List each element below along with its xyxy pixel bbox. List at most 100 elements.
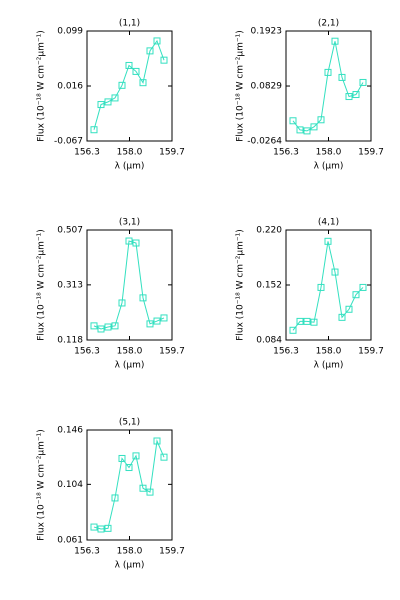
x-tick-label: 156.3 (273, 347, 299, 357)
data-point (289, 326, 297, 334)
data-point (331, 37, 339, 45)
data-point (111, 94, 119, 102)
x-tick-label: 159.7 (159, 148, 185, 158)
data-point (352, 91, 360, 99)
data-line (93, 439, 165, 530)
data-point (324, 68, 332, 76)
data-point (338, 313, 346, 321)
data-point (146, 488, 154, 496)
data-point (160, 453, 168, 461)
y-axis-label: Flux (10⁻¹⁸ W cm⁻²μm⁻¹) (236, 30, 246, 142)
y-tick-label: 0.061 (57, 536, 83, 546)
data-point (139, 484, 147, 492)
y-tick-label: 0.0829 (251, 82, 283, 92)
y-axis-label: Flux (10⁻¹⁸ W cm⁻²μm⁻¹) (37, 30, 47, 142)
chart-title: (2,1) (318, 19, 339, 29)
data-line (93, 240, 165, 330)
data-point (153, 437, 161, 445)
data-point (132, 452, 140, 460)
data-point (118, 81, 126, 89)
y-tick-label: 0.084 (256, 336, 282, 346)
data-point (97, 101, 105, 109)
y-axis-label: Flux (10⁻¹⁸ W cm⁻²μm⁻¹) (37, 229, 47, 341)
data-point (310, 318, 318, 326)
data-line (292, 41, 364, 132)
data-point (352, 291, 360, 299)
data-point (296, 126, 304, 134)
data-point (146, 320, 154, 328)
data-point (359, 283, 367, 291)
data-point (90, 523, 98, 531)
x-tick-label: 159.7 (159, 547, 185, 557)
x-tick-label: 158.0 (117, 347, 143, 357)
y-tick-label: 0.118 (57, 336, 83, 346)
data-point (125, 464, 133, 472)
data-point (104, 524, 112, 532)
data-point (331, 268, 339, 276)
data-point (317, 116, 325, 124)
y-tick-label: 0.507 (57, 226, 83, 236)
y-tick-label: 0.099 (57, 27, 83, 37)
data-point (310, 123, 318, 131)
data-point (97, 325, 105, 333)
data-point (104, 323, 112, 331)
chart-title: (4,1) (318, 218, 339, 228)
data-point (132, 67, 140, 75)
data-point (289, 117, 297, 125)
data-point (303, 317, 311, 325)
y-tick-label: 0.220 (256, 226, 282, 236)
data-point (104, 98, 112, 106)
y-tick-label: 0.016 (57, 82, 83, 92)
data-point (303, 127, 311, 135)
y-tick-label: 0.152 (256, 281, 282, 291)
plot-frame (285, 30, 372, 142)
data-point (90, 126, 98, 134)
y-tick-label: 0.1923 (251, 27, 283, 37)
y-axis-label: Flux (10⁻¹⁸ W cm⁻²μm⁻¹) (37, 429, 47, 541)
data-point (111, 494, 119, 502)
y-axis-label: Flux (10⁻¹⁸ W cm⁻²μm⁻¹) (236, 229, 246, 341)
x-axis-label: λ (μm) (115, 162, 145, 172)
data-point (118, 454, 126, 462)
x-tick-label: 159.7 (358, 148, 384, 158)
x-tick-label: 159.7 (159, 347, 185, 357)
data-point (338, 73, 346, 81)
data-point (125, 237, 133, 245)
data-point (160, 314, 168, 322)
data-point (132, 239, 140, 247)
data-point (324, 237, 332, 245)
data-point (118, 299, 126, 307)
x-axis-label: λ (μm) (314, 162, 344, 172)
data-point (359, 78, 367, 86)
x-tick-label: 156.3 (74, 148, 100, 158)
data-point (296, 317, 304, 325)
data-line (292, 241, 364, 331)
data-point (146, 47, 154, 55)
data-point (111, 322, 119, 330)
data-point (139, 294, 147, 302)
data-point (139, 79, 147, 87)
plot-frame (86, 229, 173, 341)
y-tick-label: 0.146 (57, 426, 83, 436)
x-tick-label: 156.3 (74, 347, 100, 357)
data-point (160, 56, 168, 64)
x-tick-label: 158.0 (316, 347, 342, 357)
data-point (345, 93, 353, 101)
data-point (153, 37, 161, 45)
y-tick-label: -0.067 (54, 137, 83, 147)
y-tick-label: 0.313 (57, 280, 83, 290)
x-axis-label: λ (μm) (314, 361, 344, 371)
x-tick-label: 158.0 (316, 148, 342, 158)
chart-title: (1,1) (119, 19, 140, 29)
x-tick-label: 156.3 (74, 547, 100, 557)
x-tick-label: 158.0 (117, 547, 143, 557)
data-point (125, 61, 133, 69)
x-axis-label: λ (μm) (115, 361, 145, 371)
x-axis-label: λ (μm) (115, 561, 145, 571)
y-tick-label: 0.104 (57, 480, 83, 490)
data-point (97, 525, 105, 533)
data-point (90, 322, 98, 330)
y-tick-label: -0.0264 (247, 137, 282, 147)
data-point (317, 283, 325, 291)
